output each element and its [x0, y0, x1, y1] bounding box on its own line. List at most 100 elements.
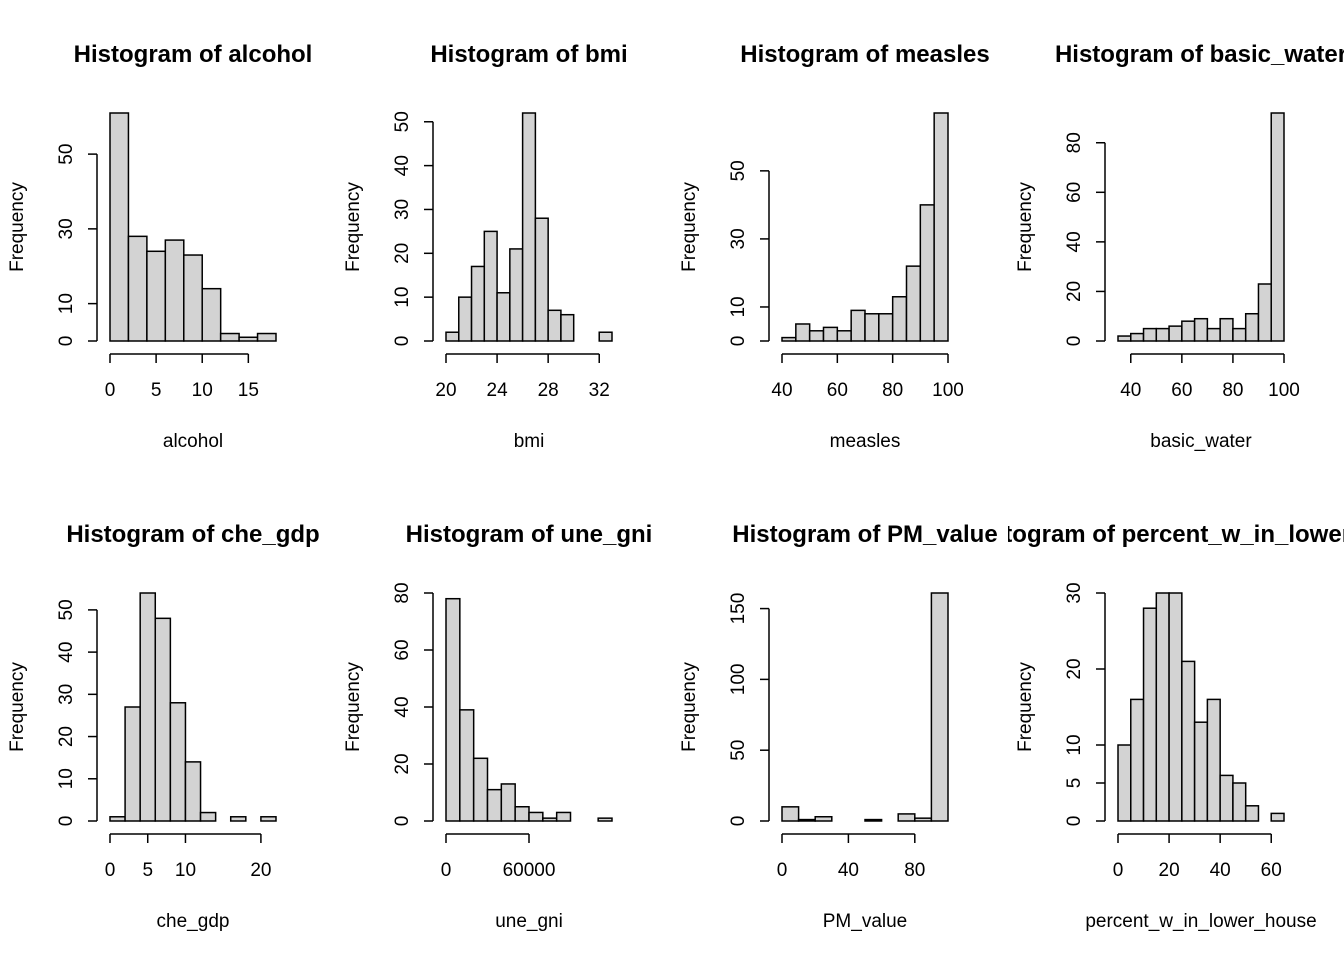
histogram-bar: [1155, 592, 1170, 822]
histogram-bar: [1270, 112, 1285, 342]
histogram-bar: [814, 816, 833, 822]
histogram-bar: [127, 235, 148, 342]
histogram-bar: [781, 806, 800, 822]
y-tick-label: 5: [1064, 778, 1085, 789]
chart-title: Histogram of PM_value: [732, 521, 997, 548]
y-tick-label: 50: [56, 144, 77, 165]
histogram-bar: [256, 332, 277, 342]
histogram-bar: [486, 788, 503, 822]
x-tick-label: 5: [151, 380, 162, 401]
histogram-bar: [1130, 332, 1145, 342]
histogram-panel-2: Histogram of bmi 20 24 28 32 0 10 20 30 40 50 bmi Fr…: [343, 41, 628, 452]
y-tick-label: 10: [56, 768, 77, 789]
histogram-bar: [445, 597, 461, 822]
x-tick-label: 40: [771, 380, 792, 401]
histogram-panel-4: Histogram of basic_water 40 60 80 100 0 20 40 60…: [1015, 41, 1344, 452]
histogram-bar: [528, 811, 544, 822]
histogram-bar: [781, 336, 797, 342]
histogram-bar: [483, 230, 498, 342]
y-tick-label: 40: [392, 696, 413, 717]
histogram-bar: [1270, 812, 1285, 822]
y-tick-label: 10: [392, 287, 413, 308]
histogram-bar: [154, 617, 172, 822]
y-axis-label: Frequency: [679, 182, 700, 272]
y-tick-label: 20: [392, 753, 413, 774]
y-axis-label: Frequency: [679, 662, 700, 752]
y-tick-label: 30: [392, 199, 413, 220]
x-tick-label: 15: [238, 380, 259, 401]
y-tick-label: 10: [728, 296, 749, 317]
histogram-bar: [1168, 592, 1183, 822]
x-axis-label: une_gni: [495, 911, 563, 932]
histogram-panel-1: Histogram of alcohol 0 5 10 15 0 10 30 50 alcohol…: [7, 41, 312, 452]
histogram-panel-8: Histogram of percent_w_in_lower_house 0 20…: [1008, 521, 1344, 932]
y-tick-label: 0: [56, 816, 77, 827]
y-tick-label: 20: [1064, 281, 1085, 302]
x-axis-label: basic_water: [1150, 431, 1252, 452]
y-tick-label: 60: [392, 639, 413, 660]
chart-title: Histogram of une_gni: [406, 521, 653, 548]
histogram-bar: [1142, 327, 1158, 342]
x-tick-label: 60: [827, 380, 848, 401]
histogram-bar: [109, 816, 126, 822]
histogram-bar: [1206, 698, 1221, 822]
histogram-bar: [1181, 320, 1196, 342]
chart-title: Histogram of alcohol: [74, 41, 313, 68]
histogram-bar: [219, 332, 240, 342]
y-tick-label: 20: [56, 726, 77, 747]
histogram-bar: [199, 811, 217, 822]
histogram-bar: [542, 817, 558, 822]
y-axis-label: Frequency: [7, 182, 28, 272]
x-tick-label: 20: [435, 380, 456, 401]
y-tick-label: 10: [56, 293, 77, 314]
histogram-bar: [1206, 327, 1221, 342]
histogram-bar: [500, 783, 516, 822]
x-tick-label: 0: [441, 860, 452, 881]
histogram-bar: [597, 817, 613, 822]
histogram-bar: [919, 204, 935, 342]
chart-title: Histogram of measles: [740, 41, 989, 68]
x-axis-label: che_gdp: [157, 911, 230, 932]
histogram-bar: [229, 816, 247, 822]
histogram-bar: [1142, 607, 1158, 822]
histogram-panel-7: Histogram of PM_value 0 40 80 0 50 100 150 PM_va…: [679, 521, 998, 932]
histogram-bar: [1257, 283, 1272, 342]
x-tick-label: 40: [838, 860, 859, 881]
histogram-bar: [864, 313, 880, 342]
histogram-bar: [930, 592, 949, 822]
histogram-bar: [795, 323, 811, 342]
histogram-bar: [124, 706, 141, 822]
x-tick-label: 20: [250, 860, 271, 881]
x-tick-label: 80: [904, 860, 925, 881]
histogram-bar: [933, 112, 949, 342]
y-tick-label: 50: [56, 599, 77, 620]
histogram-bar: [238, 336, 259, 342]
y-tick-label: 20: [392, 243, 413, 264]
histogram-bar: [797, 818, 816, 822]
x-tick-label: 10: [175, 860, 196, 881]
histogram-bar: [1117, 744, 1132, 822]
y-tick-label: 60: [1064, 182, 1085, 203]
y-tick-label: 20: [1064, 658, 1085, 679]
y-tick-label: 80: [1064, 132, 1085, 153]
x-axis-label: percent_w_in_lower_house: [1085, 911, 1316, 932]
x-tick-label: 10: [192, 380, 213, 401]
x-tick-label: 32: [589, 380, 610, 401]
y-axis-label: Frequency: [343, 182, 364, 272]
y-tick-label: 0: [728, 816, 749, 827]
y-tick-label: 50: [728, 160, 749, 181]
chart-title: Histogram of bmi: [430, 41, 627, 68]
histogram-bar: [822, 326, 839, 342]
histogram-bar: [534, 217, 549, 342]
histogram-bar: [109, 112, 130, 342]
histogram-bar: [1117, 335, 1132, 342]
y-tick-label: 0: [1064, 336, 1085, 347]
histogram-bar: [260, 816, 277, 822]
x-tick-label: 24: [487, 380, 509, 401]
histogram-bar: [472, 757, 489, 822]
histogram-bar: [560, 313, 575, 342]
histogram-bar: [146, 250, 167, 342]
histogram-bar: [897, 813, 916, 822]
x-tick-label: 20: [1159, 860, 1180, 881]
